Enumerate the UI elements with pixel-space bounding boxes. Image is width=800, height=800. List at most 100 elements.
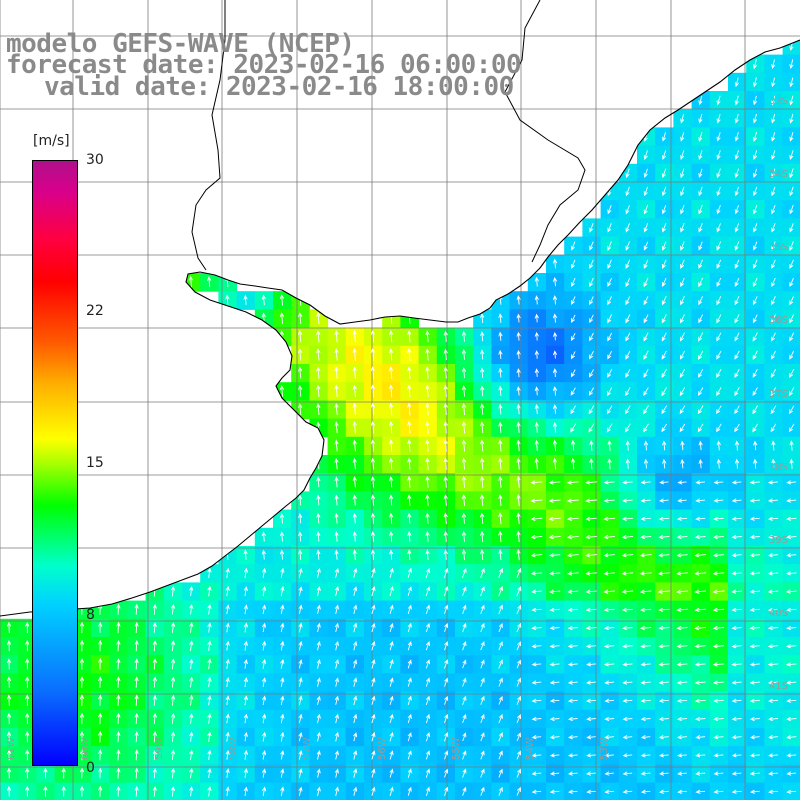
wind-arrow	[371, 604, 376, 615]
wind-arrow	[298, 677, 303, 687]
wind-arrow	[530, 571, 542, 576]
wind-arrow	[694, 571, 707, 576]
wind-arrow	[643, 168, 648, 178]
wind-arrow	[625, 368, 631, 378]
wind-arrow	[603, 571, 616, 576]
wind-arrow	[680, 314, 685, 324]
wind-arrow	[789, 77, 794, 88]
wind-arrow	[43, 785, 48, 797]
wind-arrow	[694, 644, 706, 649]
wind-arrow	[243, 622, 249, 633]
wind-arrow	[570, 241, 576, 251]
grid-labels: 33S 34S 35S 36S 37S 38S 39S 40S 41S 61W 60W 59W 58W 5…	[6, 96, 788, 760]
wind-arrow	[516, 677, 522, 687]
wind-arrow	[698, 440, 703, 451]
wind-arrow	[679, 405, 686, 415]
wind-arrow	[749, 589, 761, 594]
wind-arrow	[640, 716, 651, 722]
lon-label: 59W	[154, 737, 165, 760]
wind-arrow	[516, 512, 521, 525]
wind-arrow	[734, 168, 740, 179]
wind-arrow	[534, 313, 539, 323]
wind-arrow	[261, 749, 267, 760]
wind-arrow	[444, 713, 449, 724]
colorbar-tick-8: 8	[86, 607, 95, 623]
wind-arrow	[370, 476, 376, 488]
wind-arrow	[661, 350, 667, 360]
wind-arrow	[444, 768, 449, 778]
wind-arrow	[407, 475, 412, 488]
wind-arrow	[25, 621, 30, 634]
lon-label: 61W	[6, 737, 17, 760]
wind-arrow	[425, 659, 431, 669]
wind-arrow	[771, 204, 776, 215]
wind-arrow	[549, 716, 560, 722]
wind-arrow	[749, 716, 760, 722]
wind-arrow	[152, 785, 157, 797]
wind-arrow	[280, 585, 285, 597]
wind-arrow	[389, 713, 394, 724]
wind-arrow	[549, 771, 560, 776]
wind-arrow	[170, 767, 176, 779]
wind-arrow	[658, 625, 670, 631]
lon-label: 58W	[228, 737, 239, 760]
wind-arrow	[549, 625, 560, 631]
wind-arrow	[334, 512, 339, 524]
wind-arrow	[461, 475, 467, 488]
wind-arrow	[643, 368, 649, 378]
wind-arrow	[6, 785, 12, 797]
wind-arrow	[116, 658, 121, 670]
wind-arrow	[586, 662, 596, 667]
wind-arrow	[316, 585, 321, 597]
wind-arrow	[79, 676, 85, 688]
wind-arrow	[643, 405, 649, 415]
wind-arrow	[531, 625, 542, 631]
wind-arrow	[680, 132, 685, 142]
wind-arrow	[6, 712, 12, 725]
wind-arrow	[716, 387, 722, 397]
wind-arrow	[425, 402, 430, 416]
wind-arrow	[625, 458, 630, 469]
wind-arrow	[549, 789, 560, 794]
wind-arrow	[152, 767, 157, 779]
wind-arrow	[370, 402, 375, 416]
wind-arrow	[679, 387, 686, 397]
wind-arrow	[170, 621, 176, 633]
wind-arrow	[661, 405, 667, 415]
wind-arrow	[261, 695, 267, 705]
wind-arrow	[789, 113, 794, 124]
wind-arrow	[207, 622, 212, 633]
wind-arrow	[389, 604, 394, 615]
wind-arrow	[353, 567, 358, 578]
wind-arrow	[170, 749, 176, 761]
wind-arrow	[298, 659, 303, 669]
wind-arrow	[695, 771, 706, 776]
wind-arrow	[552, 276, 558, 287]
wind-arrow	[549, 644, 560, 649]
wind-arrow	[298, 731, 303, 742]
wind-arrow	[370, 420, 376, 434]
wind-arrow	[713, 698, 724, 703]
wind-arrow	[334, 677, 340, 687]
wind-arrow	[607, 350, 613, 360]
wind-arrow	[280, 622, 285, 633]
wind-arrow	[444, 695, 449, 705]
wind-arrow	[530, 516, 543, 522]
wind-arrow	[443, 475, 448, 488]
wind-arrow	[548, 589, 561, 594]
wind-arrow	[353, 622, 358, 633]
wind-arrow	[188, 275, 194, 288]
wind-arrow	[280, 604, 285, 615]
wind-arrow	[116, 621, 121, 634]
wind-arrow	[767, 625, 779, 631]
wind-arrow	[749, 789, 760, 794]
wind-arrow	[425, 348, 430, 361]
wind-arrow	[657, 589, 670, 594]
wind-arrow	[680, 186, 685, 197]
wind-arrow	[516, 331, 521, 341]
wind-arrow	[749, 553, 761, 558]
wind-arrow	[334, 768, 339, 778]
wind-arrow	[371, 567, 376, 578]
wind-arrow	[134, 621, 139, 634]
wind-arrow	[516, 714, 522, 723]
